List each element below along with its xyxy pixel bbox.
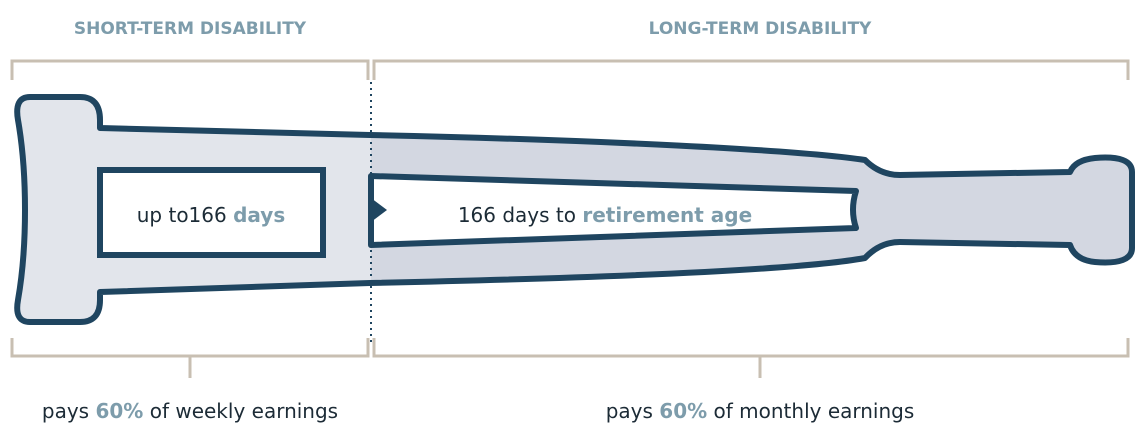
duration-text: up to166: [137, 203, 227, 227]
pay-text: of monthly earnings: [714, 399, 915, 423]
pay: pays 60% of monthly earnings: [606, 399, 915, 423]
disability-diagram: SHORT-TERM DISABILITY LONG-TERM DISABILI…: [0, 0, 1138, 426]
duration: up to166 days: [137, 203, 285, 227]
duration-highlight: days: [233, 203, 285, 227]
bracket: [12, 61, 368, 80]
pay: pays 60% of weekly earnings: [42, 399, 338, 423]
section-title: LONG-TERM DISABILITY: [649, 19, 872, 39]
duration-text: 166 days to: [458, 203, 576, 227]
bracket: [12, 338, 368, 378]
pay-text: of weekly earnings: [150, 399, 338, 423]
bracket: [374, 338, 1128, 378]
pay-highlight: 60%: [95, 399, 143, 423]
pay-text: pays: [606, 399, 653, 423]
bracket: [374, 61, 1128, 80]
section-title: SHORT-TERM DISABILITY: [74, 19, 307, 39]
pay-highlight: 60%: [659, 399, 707, 423]
duration-highlight: retirement age: [582, 203, 752, 227]
duration: 166 days to retirement age: [458, 203, 752, 227]
pay-text: pays: [42, 399, 89, 423]
